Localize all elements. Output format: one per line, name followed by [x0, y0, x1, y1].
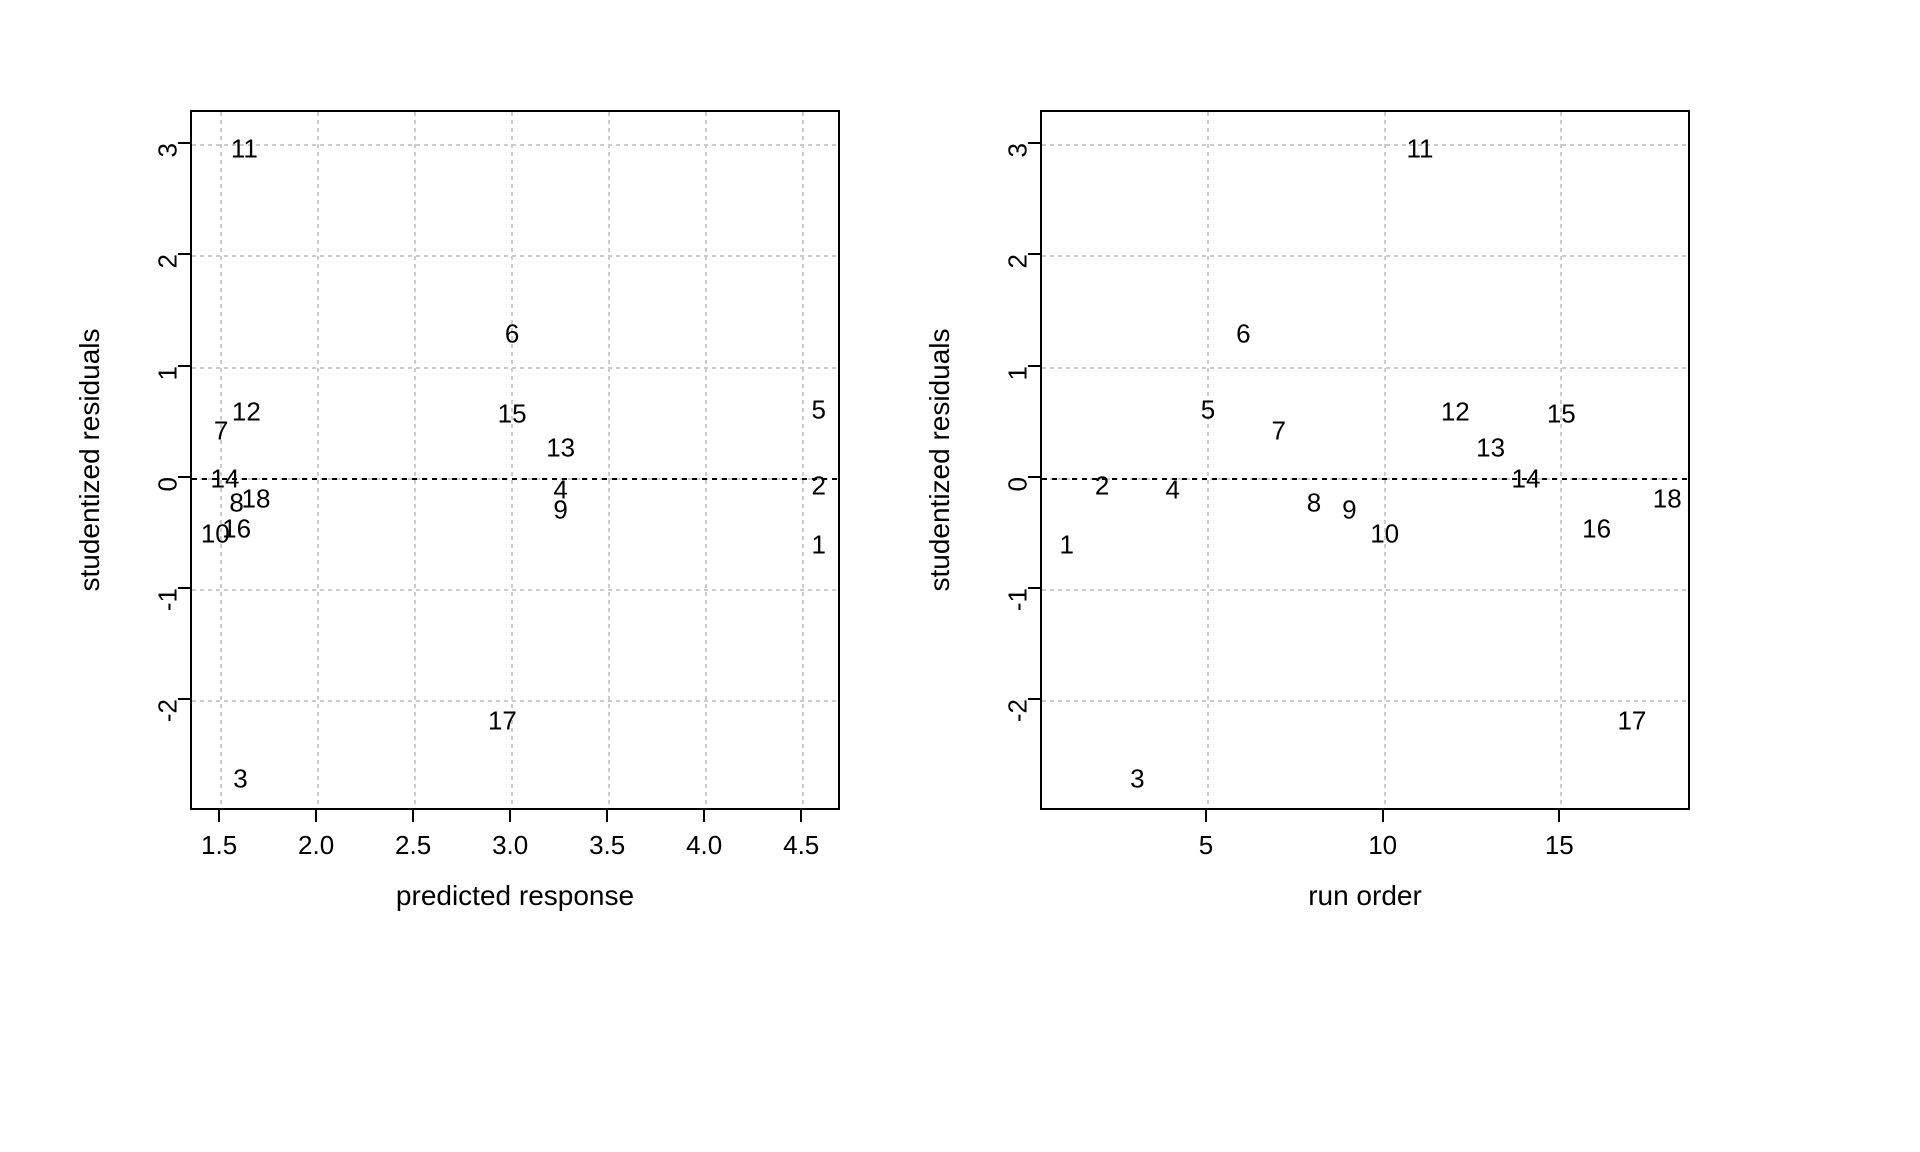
data-point-label: 6 [1236, 319, 1250, 350]
x-tick-label: 3.5 [589, 830, 625, 861]
data-point-label: 7 [1271, 415, 1285, 446]
y-tick-label: 0 [1003, 477, 1034, 491]
data-point-label: 11 [1406, 133, 1433, 164]
grid-line [1042, 367, 1688, 369]
data-point-label: 1 [811, 530, 825, 561]
grid-line [608, 112, 610, 808]
y-tick-label: 1 [1003, 366, 1034, 380]
data-point-label: 12 [232, 397, 261, 428]
grid-line [802, 112, 804, 808]
data-point-label: 10 [1370, 519, 1399, 550]
y-axis-label: studentized residuals [924, 328, 956, 591]
x-tick [800, 810, 802, 822]
grid-line [1042, 700, 1688, 702]
grid-line [1042, 589, 1688, 591]
data-point-label: 15 [498, 399, 527, 430]
y-tick-label: 2 [153, 254, 184, 268]
data-point-label: 6 [505, 319, 519, 350]
y-tick-label: 1 [153, 366, 184, 380]
y-tick-label: 0 [153, 477, 184, 491]
x-tick-label: 1.5 [201, 830, 237, 861]
data-point-label: 13 [546, 432, 575, 463]
y-axis-label: studentized residuals [74, 328, 106, 591]
y-tick-label: 2 [1003, 254, 1034, 268]
x-tick [412, 810, 414, 822]
data-point-label: 16 [222, 513, 251, 544]
data-point-label: 12 [1441, 397, 1470, 428]
data-point-label: 3 [233, 763, 247, 794]
data-point-label: 5 [811, 394, 825, 425]
data-point-label: 1 [1059, 530, 1073, 561]
plot-area-predicted: 123456789101112131415161718 [190, 110, 840, 810]
y-tick-label: -1 [1003, 588, 1034, 611]
x-tick [509, 810, 511, 822]
y-tick-label: 3 [153, 143, 184, 157]
y-tick-label: 3 [1003, 143, 1034, 157]
grid-line [1207, 112, 1209, 808]
data-point-label: 2 [811, 471, 825, 502]
x-tick [218, 810, 220, 822]
y-tick-label: -1 [153, 588, 184, 611]
x-tick-label: 10 [1368, 830, 1397, 861]
data-point-label: 9 [553, 494, 567, 525]
x-tick [1382, 810, 1384, 822]
grid-line [1384, 112, 1386, 808]
grid-line [192, 700, 838, 702]
grid-line [220, 112, 222, 808]
data-point-label: 3 [1130, 763, 1144, 794]
data-point-label: 17 [1617, 705, 1646, 736]
grid-line [192, 367, 838, 369]
x-tick [703, 810, 705, 822]
y-tick-label: -2 [153, 699, 184, 722]
data-point-label: 18 [1653, 483, 1682, 514]
x-tick-label: 2.5 [395, 830, 431, 861]
figure-canvas: 1234567891011121314151617181.52.02.53.03… [0, 0, 1920, 1152]
data-point-label: 15 [1547, 399, 1576, 430]
x-tick [1205, 810, 1207, 822]
grid-line [192, 144, 838, 146]
grid-line [317, 112, 319, 808]
data-point-label: 16 [1582, 513, 1611, 544]
data-point-label: 9 [1342, 494, 1356, 525]
plot-area-runorder: 123456789101112131415161718 [1040, 110, 1690, 810]
x-tick-label: 5 [1199, 830, 1213, 861]
data-point-label: 2 [1095, 471, 1109, 502]
x-axis-label: predicted response [396, 880, 634, 912]
grid-line [414, 112, 416, 808]
grid-line [1560, 112, 1562, 808]
x-tick-label: 4.5 [783, 830, 819, 861]
x-tick-label: 15 [1545, 830, 1574, 861]
x-tick-label: 3.0 [492, 830, 528, 861]
grid-line [1042, 255, 1688, 257]
data-point-label: 7 [214, 415, 228, 446]
x-axis-label: run order [1308, 880, 1422, 912]
grid-line [705, 112, 707, 808]
data-point-label: 14 [211, 463, 240, 494]
y-tick-label: -2 [1003, 699, 1034, 722]
zero-reference-line [192, 478, 838, 480]
data-point-label: 4 [1165, 474, 1179, 505]
x-tick [315, 810, 317, 822]
data-point-label: 8 [1307, 488, 1321, 519]
x-tick [1558, 810, 1560, 822]
data-point-label: 17 [488, 705, 517, 736]
x-tick [606, 810, 608, 822]
data-point-label: 5 [1201, 394, 1215, 425]
grid-line [1042, 144, 1688, 146]
x-tick-label: 4.0 [686, 830, 722, 861]
grid-line [192, 255, 838, 257]
data-point-label: 13 [1476, 432, 1505, 463]
grid-line [192, 589, 838, 591]
data-point-label: 11 [231, 133, 258, 164]
data-point-label: 14 [1511, 463, 1540, 494]
x-tick-label: 2.0 [298, 830, 334, 861]
zero-reference-line [1042, 478, 1688, 480]
grid-line [511, 112, 513, 808]
data-point-label: 18 [242, 483, 271, 514]
